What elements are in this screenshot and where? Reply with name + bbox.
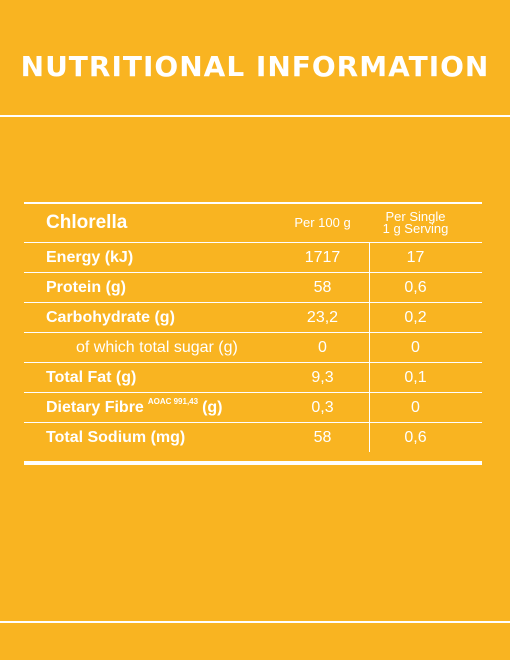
column-divider bbox=[369, 333, 370, 362]
table-bottom-border bbox=[24, 461, 482, 465]
dietary-fibre-unit: (g) bbox=[202, 398, 223, 416]
value-per-serving-carbohydrate: 0,2 bbox=[404, 308, 427, 326]
column-divider bbox=[369, 363, 370, 392]
value-per-100g-energy: 1717 bbox=[304, 248, 341, 266]
row-label-total-fat: Total Fat (g) bbox=[46, 368, 137, 386]
dietary-fibre-method-note: AOAC 991,43 bbox=[147, 397, 199, 406]
column-divider bbox=[369, 243, 370, 272]
page-title: NUTRITIONAL INFORMATION bbox=[20, 50, 490, 83]
value-per-100g-total-sugar: 0 bbox=[318, 338, 327, 356]
column-header-per-100g: Per 100 g bbox=[278, 204, 367, 242]
table-row-carbohydrate: Carbohydrate (g) 23,2 0,2 bbox=[24, 302, 482, 332]
row-label-total-sugar: of which total sugar (g) bbox=[76, 338, 238, 356]
table-top-border bbox=[24, 202, 482, 204]
row-label-total-sodium: Total Sodium (mg) bbox=[46, 428, 186, 446]
column-divider bbox=[369, 303, 370, 332]
table-row-protein: Protein (g) 58 0,6 bbox=[24, 272, 482, 302]
value-per-100g-carbohydrate: 23,2 bbox=[306, 308, 339, 326]
nutrition-table: Chlorella Per 100 g Per Single 1 g Servi… bbox=[24, 202, 482, 465]
table-row-total-sugar: of which total sugar (g) 0 0 bbox=[24, 332, 482, 362]
row-label-dietary-fibre: Dietary Fibre AOAC 991,43 (g) bbox=[46, 393, 296, 422]
per-serving-header-line2: 1 g Serving bbox=[382, 221, 449, 236]
column-divider bbox=[369, 423, 370, 452]
dietary-fibre-label: Dietary Fibre bbox=[46, 398, 144, 416]
column-header-per-serving: Per Single 1 g Serving bbox=[370, 204, 461, 242]
bottom-divider bbox=[0, 621, 510, 623]
value-per-serving-energy: 17 bbox=[406, 248, 425, 266]
value-per-100g-total-fat: 9,3 bbox=[311, 368, 334, 386]
value-per-serving-total-fat: 0,1 bbox=[404, 368, 427, 386]
value-per-100g-dietary-fibre: 0,3 bbox=[311, 398, 334, 416]
value-per-serving-protein: 0,6 bbox=[404, 278, 427, 296]
table-row-energy: Energy (kJ) 1717 17 bbox=[24, 242, 482, 272]
row-label-carbohydrate: Carbohydrate (g) bbox=[46, 308, 175, 326]
row-label-energy: Energy (kJ) bbox=[46, 248, 134, 266]
product-name: Chlorella bbox=[46, 212, 128, 233]
table-row-total-fat: Total Fat (g) 9,3 0,1 bbox=[24, 362, 482, 392]
value-per-serving-dietary-fibre: 0 bbox=[411, 398, 420, 416]
row-label-protein: Protein (g) bbox=[46, 278, 126, 296]
top-divider bbox=[0, 115, 510, 117]
per-serving-header-label: Per Single 1 g Serving bbox=[382, 209, 449, 236]
table-row-dietary-fibre: Dietary Fibre AOAC 991,43 (g) 0,3 0 bbox=[24, 392, 482, 422]
value-per-serving-total-sodium: 0,6 bbox=[404, 428, 427, 446]
column-divider bbox=[369, 273, 370, 302]
value-per-100g-total-sodium: 58 bbox=[313, 428, 332, 446]
table-row-total-sodium: Total Sodium (mg) 58 0,6 bbox=[24, 422, 482, 452]
column-divider bbox=[369, 393, 370, 422]
value-per-100g-protein: 58 bbox=[313, 278, 332, 296]
per-100g-header-label: Per 100 g bbox=[294, 215, 351, 230]
per-serving-header-line1: Per Single bbox=[385, 209, 446, 224]
table-header-row: Chlorella Per 100 g Per Single 1 g Servi… bbox=[24, 204, 482, 242]
value-per-serving-total-sugar: 0 bbox=[411, 338, 420, 356]
